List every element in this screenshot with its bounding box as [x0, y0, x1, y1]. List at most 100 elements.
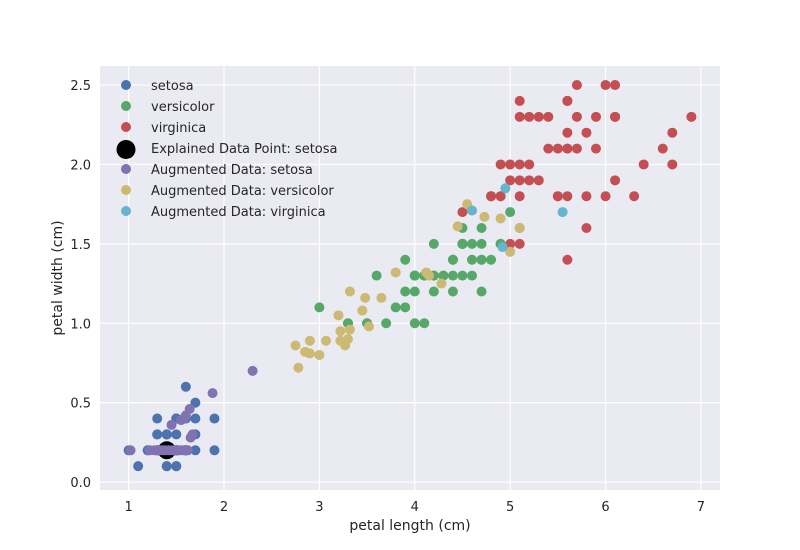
point-virginica — [562, 143, 573, 154]
point-augmented-data-versicolor — [452, 221, 463, 232]
point-virginica — [514, 159, 525, 170]
x-tick-label: 2 — [220, 500, 228, 515]
legend-marker-virginica — [121, 122, 131, 132]
point-setosa — [209, 445, 220, 456]
point-versicolor — [371, 270, 382, 281]
point-virginica — [543, 143, 554, 154]
point-versicolor — [428, 286, 439, 297]
data-points — [123, 80, 697, 472]
point-augmented-data-versicolor — [424, 270, 435, 281]
point-virginica — [562, 191, 573, 202]
point-virginica — [571, 80, 582, 91]
point-augmented-data-setosa — [247, 365, 258, 376]
point-versicolor — [400, 302, 411, 313]
point-versicolor — [314, 302, 325, 313]
point-augmented-data-setosa — [207, 388, 218, 399]
point-setosa — [180, 381, 191, 392]
point-versicolor — [428, 238, 439, 249]
point-setosa — [171, 461, 182, 472]
point-virginica — [505, 238, 516, 249]
x-axis-label: petal length (cm) — [349, 518, 470, 534]
point-setosa — [190, 445, 201, 456]
point-setosa — [152, 429, 163, 440]
legend-marker-explained-data-point-setosa — [116, 140, 136, 159]
point-virginica — [457, 207, 468, 218]
point-versicolor — [447, 254, 458, 265]
point-virginica — [581, 191, 592, 202]
point-versicolor — [400, 286, 411, 297]
point-augmented-data-versicolor — [344, 324, 355, 335]
point-augmented-data-setosa — [125, 445, 136, 456]
point-augmented-data-versicolor — [290, 340, 301, 351]
point-versicolor — [447, 286, 458, 297]
point-virginica — [657, 143, 668, 154]
point-setosa — [161, 429, 172, 440]
legend-label-augmented-data-versicolor: Augmented Data: versicolor — [151, 184, 334, 199]
point-augmented-data-setosa — [184, 404, 195, 415]
point-versicolor — [409, 286, 420, 297]
y-axis-ticks: 0.0 0.5 1.0 1.5 2.0 2.5 — [70, 79, 91, 491]
point-augmented-data-versicolor — [314, 350, 325, 361]
x-tick-label: 7 — [697, 500, 705, 515]
point-virginica — [552, 191, 563, 202]
legend-label-virginica: virginica — [151, 121, 206, 136]
point-versicolor — [467, 238, 477, 249]
point-augmented-data-versicolor — [363, 321, 374, 332]
point-virginica — [514, 95, 525, 106]
point-augmented-data-virginica — [557, 207, 568, 218]
point-virginica — [600, 191, 611, 202]
point-setosa — [209, 413, 220, 424]
point-virginica — [610, 80, 621, 91]
point-augmented-data-versicolor — [495, 213, 506, 224]
x-tick-label: 3 — [315, 500, 323, 515]
legend-label-setosa: setosa — [151, 79, 194, 94]
point-augmented-data-versicolor — [390, 267, 401, 278]
point-augmented-data-versicolor — [376, 292, 387, 303]
point-virginica — [514, 111, 525, 122]
point-setosa — [190, 413, 201, 424]
point-setosa — [161, 461, 172, 472]
legend: setosa versicolor virginica Explained Data … — [116, 79, 338, 220]
point-versicolor — [476, 254, 487, 265]
point-virginica — [514, 238, 525, 249]
legend-label-augmented-data-virginica: Augmented Data: virginica — [151, 205, 326, 220]
point-virginica — [629, 191, 640, 202]
point-versicolor — [438, 270, 449, 281]
point-versicolor — [476, 286, 487, 297]
point-versicolor — [457, 270, 468, 281]
point-virginica — [524, 111, 535, 122]
point-virginica — [562, 127, 573, 138]
point-augmented-data-versicolor — [335, 326, 346, 337]
x-tick-label: 4 — [411, 500, 419, 515]
point-versicolor — [381, 318, 392, 329]
point-virginica — [581, 127, 592, 138]
point-setosa — [190, 397, 201, 408]
legend-label-augmented-data-setosa: Augmented Data: setosa — [151, 163, 313, 178]
point-augmented-data-versicolor — [293, 362, 304, 373]
point-virginica — [686, 111, 697, 122]
y-tick-label: 1.0 — [70, 317, 91, 332]
point-augmented-data-setosa — [178, 413, 189, 424]
point-augmented-data-versicolor — [479, 211, 490, 222]
point-versicolor — [409, 270, 420, 281]
legend-marker-augmented-data-versicolor — [121, 185, 131, 195]
x-tick-label: 5 — [506, 500, 514, 515]
point-virginica — [495, 191, 506, 202]
point-augmented-data-versicolor — [304, 335, 315, 346]
y-tick-label: 0.0 — [70, 476, 91, 491]
point-virginica — [533, 111, 544, 122]
point-augmented-data-versicolor — [357, 305, 368, 316]
point-versicolor — [486, 254, 497, 265]
point-virginica — [571, 111, 582, 122]
point-virginica — [533, 175, 544, 186]
legend-marker-augmented-data-setosa — [121, 164, 131, 174]
point-virginica — [581, 222, 592, 233]
point-augmented-data-setosa — [182, 445, 193, 456]
point-setosa — [171, 429, 182, 440]
y-tick-label: 1.5 — [70, 238, 91, 253]
y-tick-label: 2.0 — [70, 158, 91, 173]
legend-label-versicolor: versicolor — [151, 100, 215, 115]
y-tick-label: 0.5 — [70, 397, 91, 412]
x-axis-ticks: 1 2 3 4 5 6 7 — [124, 500, 705, 515]
point-virginica — [591, 143, 601, 154]
